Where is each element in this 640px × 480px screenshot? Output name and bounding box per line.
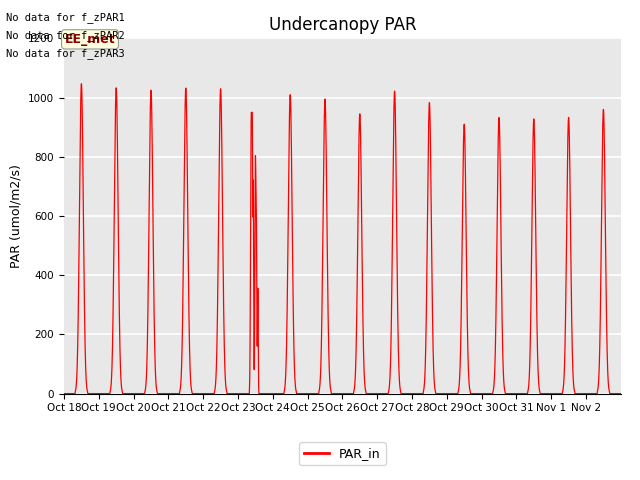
Text: No data for f_zPAR1: No data for f_zPAR1 (6, 12, 125, 23)
Legend: PAR_in: PAR_in (299, 443, 386, 466)
Y-axis label: PAR (umol/m2/s): PAR (umol/m2/s) (10, 164, 22, 268)
Title: Undercanopy PAR: Undercanopy PAR (269, 16, 416, 34)
Text: EE_met: EE_met (65, 33, 115, 46)
Text: No data for f_zPAR2: No data for f_zPAR2 (6, 30, 125, 41)
Text: No data for f_zPAR3: No data for f_zPAR3 (6, 48, 125, 60)
